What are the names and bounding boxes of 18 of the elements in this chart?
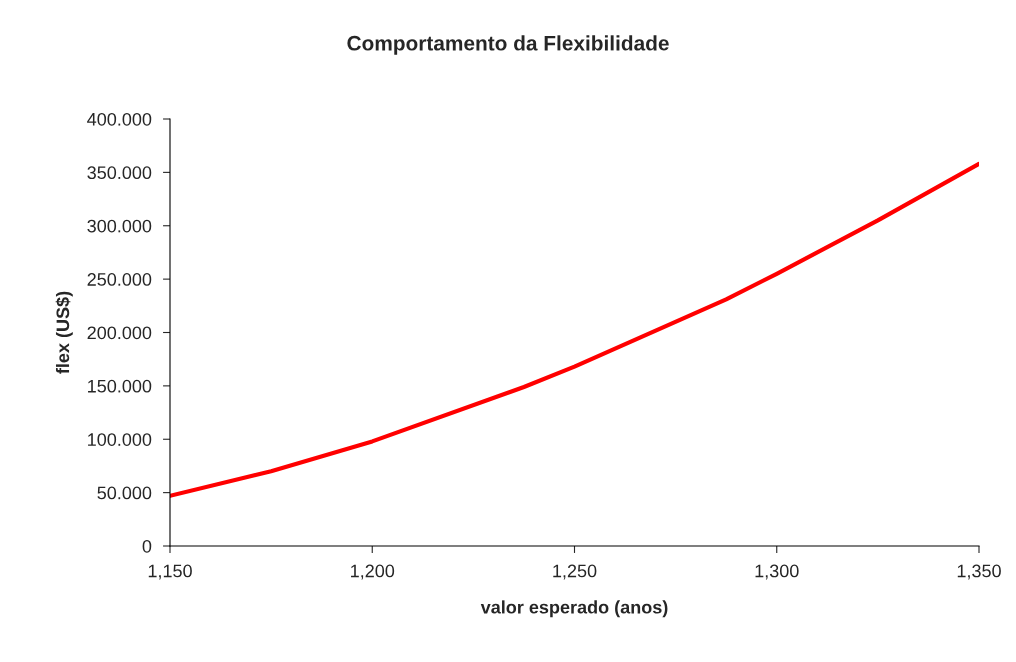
y-tick-label: 300.000 <box>87 219 152 233</box>
line-series <box>170 161 979 498</box>
y-tick-label: 100.000 <box>88 433 152 446</box>
y-tick-label: 50.000 <box>97 486 152 500</box>
y-tick-label: 200.000 <box>87 326 152 340</box>
y-tick-label: 150.000 <box>88 379 152 393</box>
y-tick-label: 400.000 <box>87 112 152 126</box>
y-axis-title: flex (US$) <box>55 291 73 374</box>
y-tick-label: 350.000 <box>87 166 152 180</box>
chart-title: Comportamento da Flexibilidade <box>347 35 669 55</box>
x-tick-label: 1,250 <box>553 564 597 580</box>
x-axis-title: valor esperado (anos) <box>480 600 668 618</box>
x-tick-label: 1,350 <box>957 564 1001 580</box>
x-tick-label: 1,150 <box>148 564 192 580</box>
y-tick-label: 250.000 <box>87 273 152 286</box>
y-tick-label: 0 <box>142 539 152 553</box>
x-tick-label: 1,200 <box>351 564 395 580</box>
x-tick-label: 1,300 <box>755 564 799 580</box>
